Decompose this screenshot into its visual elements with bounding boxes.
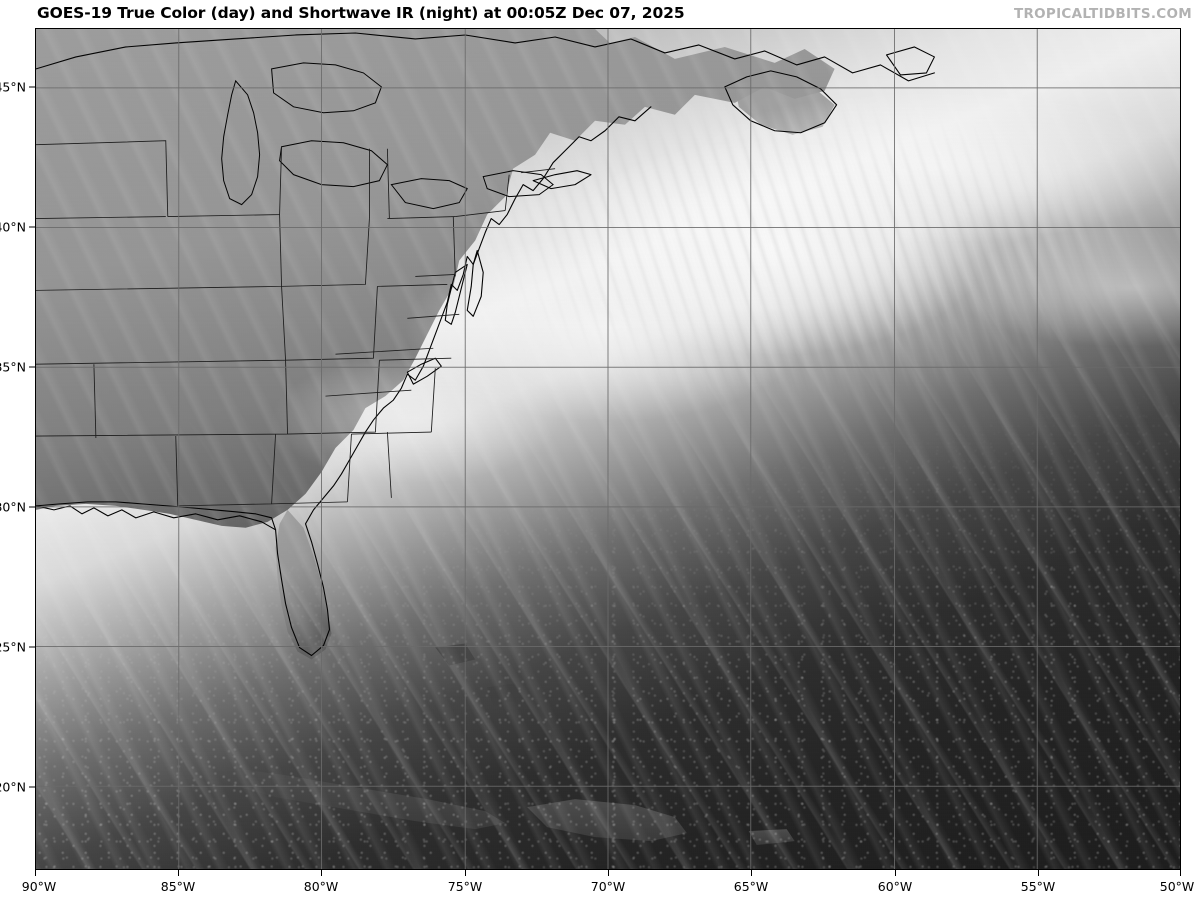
x-tick-mark bbox=[35, 870, 36, 876]
x-axis-label-60w: 60°W bbox=[877, 879, 913, 894]
y-tick-mark bbox=[29, 226, 35, 228]
x-axis-label-80w: 80°W bbox=[303, 879, 339, 894]
longitude-axis: 90°W 85°W 80°W 75°W 70°W 65°W 60°W 55°W … bbox=[22, 870, 1194, 908]
y-axis-label-45n: 45°N bbox=[0, 79, 26, 95]
site-watermark: TROPICALTIDBITS.COM bbox=[1013, 6, 1192, 22]
x-axis-label-75w: 75°W bbox=[447, 879, 483, 894]
x-tick-mark bbox=[1180, 870, 1181, 876]
page-title: GOES-19 True Color (day) and Shortwave I… bbox=[37, 4, 685, 22]
x-tick-mark bbox=[465, 870, 466, 876]
x-tick-mark bbox=[895, 870, 896, 876]
x-tick-mark bbox=[321, 870, 322, 876]
y-tick-mark bbox=[29, 786, 35, 788]
y-tick-mark bbox=[29, 366, 35, 368]
x-tick-mark bbox=[178, 870, 179, 876]
y-tick-mark bbox=[29, 86, 35, 88]
y-axis-label-20n: 20°N bbox=[0, 779, 26, 795]
geography-overlay bbox=[36, 32, 935, 657]
x-axis-label-70w: 70°W bbox=[590, 879, 626, 894]
header-bar: GOES-19 True Color (day) and Shortwave I… bbox=[0, 0, 1200, 28]
x-axis-label-65w: 65°W bbox=[733, 879, 769, 894]
map-clip bbox=[36, 29, 1180, 869]
x-axis-label-55w: 55°W bbox=[1020, 879, 1056, 894]
x-tick-mark bbox=[1038, 870, 1039, 876]
map-plot-area[interactable] bbox=[35, 28, 1181, 870]
latlon-graticule bbox=[36, 29, 1180, 869]
y-tick-mark bbox=[29, 506, 35, 508]
x-axis-label-85w: 85°W bbox=[160, 879, 196, 894]
y-axis-label-30n: 30°N bbox=[0, 499, 26, 515]
y-axis-label-25n: 25°N bbox=[0, 639, 26, 655]
latitude-axis: 45°N 40°N 35°N 30°N 25°N 20°N bbox=[0, 28, 35, 870]
y-axis-label-35n: 35°N bbox=[0, 359, 26, 375]
x-tick-mark bbox=[608, 870, 609, 876]
x-tick-mark bbox=[751, 870, 752, 876]
y-axis-label-40n: 40°N bbox=[0, 219, 26, 235]
x-axis-label-90w: 90°W bbox=[21, 879, 57, 894]
y-tick-mark bbox=[29, 646, 35, 648]
x-axis-label-50w: 50°W bbox=[1159, 879, 1195, 894]
